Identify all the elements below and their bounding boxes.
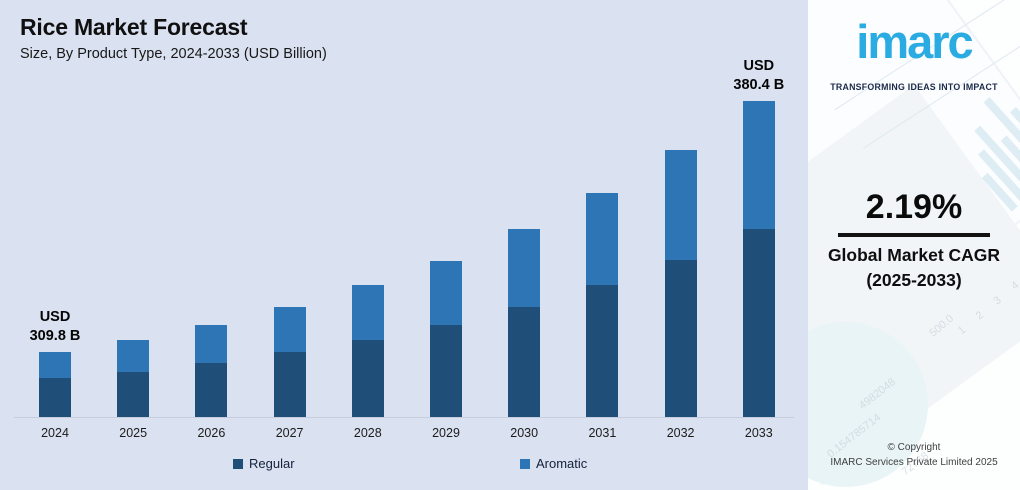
bar-2031 bbox=[586, 193, 619, 417]
stacked-bar-chart: 2024 2025 2026 2027 2028 2029 2030 2031 2032 2033… bbox=[29, 58, 785, 440]
bar-segment-regular-2026 bbox=[195, 363, 228, 417]
x-axis-label-2029: 2029 bbox=[432, 426, 460, 440]
x-axis-label-2027: 2027 bbox=[275, 426, 304, 440]
x-axis-line bbox=[14, 417, 794, 418]
bar-annotation-2033: USD 380.4 B bbox=[733, 58, 785, 93]
copyright-line1: © Copyright bbox=[887, 442, 941, 453]
chart-subtitle: Size, By Product Type, 2024-2033 (USD Bi… bbox=[20, 46, 327, 62]
bar-segment-aromatic-2033 bbox=[742, 101, 775, 229]
brand-panel-content: imarc TRANSFORMING IDEAS INTO IMPACT 2.1… bbox=[808, 0, 1020, 490]
legend-item-aromatic: Aromatic bbox=[520, 456, 587, 471]
bar-2029 bbox=[430, 261, 462, 417]
bar-2028 bbox=[351, 285, 384, 417]
imarc-logo-text: imarc bbox=[856, 15, 973, 68]
x-axis-label-2030: 2030 bbox=[510, 426, 539, 440]
bar-2032 bbox=[664, 150, 697, 417]
bar-2027 bbox=[273, 307, 306, 417]
copyright-notice: © Copyright IMARC Services Private Limit… bbox=[808, 440, 1020, 470]
bar-2025 bbox=[117, 340, 150, 417]
bar-segment-aromatic-2031 bbox=[586, 193, 619, 285]
bar-segment-aromatic-2027 bbox=[273, 307, 306, 352]
bar-segment-regular-2028 bbox=[351, 340, 384, 417]
cagr-divider bbox=[838, 233, 990, 237]
x-axis-label-2025: 2025 bbox=[119, 426, 148, 440]
bar-segment-aromatic-2032 bbox=[664, 150, 697, 260]
bar-segment-regular-2025 bbox=[117, 372, 150, 417]
bar-segment-aromatic-2029 bbox=[430, 261, 462, 325]
legend-label-regular: Regular bbox=[249, 456, 295, 471]
cagr-period: (2025-2033) bbox=[866, 270, 962, 290]
copyright-line2: IMARC Services Private Limited 2025 bbox=[830, 457, 998, 468]
bar-segment-aromatic-2030 bbox=[508, 229, 541, 307]
legend-label-aromatic: Aromatic bbox=[536, 456, 588, 471]
chart-panel: Rice Market Forecast Size, By Product Ty… bbox=[0, 0, 808, 490]
imarc-logo: imarc bbox=[808, 10, 1020, 74]
bar-segment-regular-2030 bbox=[508, 307, 541, 417]
x-axis-label-2024: 2024 bbox=[41, 426, 69, 440]
bar-segment-regular-2031 bbox=[586, 285, 619, 417]
x-axis-label-2028: 2028 bbox=[353, 426, 382, 440]
chart-legend: Regular Aromatic bbox=[0, 456, 808, 476]
bar-segment-regular-2033 bbox=[742, 229, 775, 417]
legend-swatch-regular bbox=[233, 458, 243, 469]
bar-2030 bbox=[508, 229, 541, 417]
legend-swatch-aromatic bbox=[520, 458, 530, 469]
bar-segment-aromatic-2025 bbox=[117, 340, 150, 372]
bar-2024 bbox=[39, 352, 71, 417]
bar-2026 bbox=[195, 325, 228, 417]
bar-2033 bbox=[742, 101, 775, 417]
legend-item-regular: Regular bbox=[233, 456, 295, 471]
x-axis-label-2033: 2033 bbox=[744, 426, 773, 440]
brand-panel: 4982048 0.154785714 72768 500.0 1 2 3 4 … bbox=[808, 0, 1020, 490]
x-axis-label-2026: 2026 bbox=[197, 426, 226, 440]
bar-segment-aromatic-2028 bbox=[351, 285, 384, 340]
bar-annotation-2024: USD 309.8 B bbox=[29, 309, 81, 344]
cagr-label: Global Market CAGR bbox=[827, 245, 1001, 265]
x-axis-label-2032: 2032 bbox=[666, 426, 695, 440]
bar-segment-regular-2024 bbox=[39, 378, 71, 417]
chart-title: Rice Market Forecast bbox=[20, 14, 248, 40]
bar-segment-regular-2032 bbox=[664, 260, 697, 417]
bar-segment-aromatic-2026 bbox=[195, 325, 228, 363]
x-axis-label-2031: 2031 bbox=[588, 426, 617, 440]
imarc-tagline: TRANSFORMING IDEAS INTO IMPACT bbox=[830, 82, 998, 92]
bar-segment-aromatic-2024 bbox=[39, 352, 71, 378]
bar-segment-regular-2027 bbox=[273, 352, 306, 417]
cagr-value: 2.19% bbox=[865, 188, 963, 226]
bar-segment-regular-2029 bbox=[430, 325, 462, 417]
